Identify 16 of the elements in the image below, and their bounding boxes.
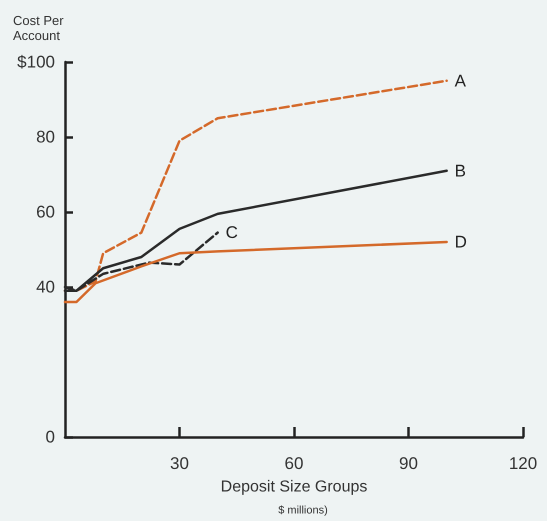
x-tick-label: 90 xyxy=(399,454,418,473)
x-tick-label: 30 xyxy=(170,454,189,473)
series-label: B xyxy=(454,161,466,180)
y-tick-label: 40 xyxy=(36,278,55,296)
text: $ millions) xyxy=(278,504,328,516)
series-label: C xyxy=(226,223,238,242)
y-tick-label: 0 xyxy=(46,428,55,446)
series-label: D xyxy=(454,232,467,252)
x-tick-label: 120 xyxy=(508,454,538,473)
y-tick-label: 60 xyxy=(36,202,55,222)
x-axis-title: Deposit Size Groups xyxy=(220,478,368,496)
y-tick-label: 80 xyxy=(36,128,55,146)
y-tick-label: $100 xyxy=(17,52,55,72)
x-tick-label: 60 xyxy=(284,454,304,473)
y-axis-title: Cost Per Account xyxy=(13,13,68,43)
series-label: A xyxy=(454,71,467,90)
